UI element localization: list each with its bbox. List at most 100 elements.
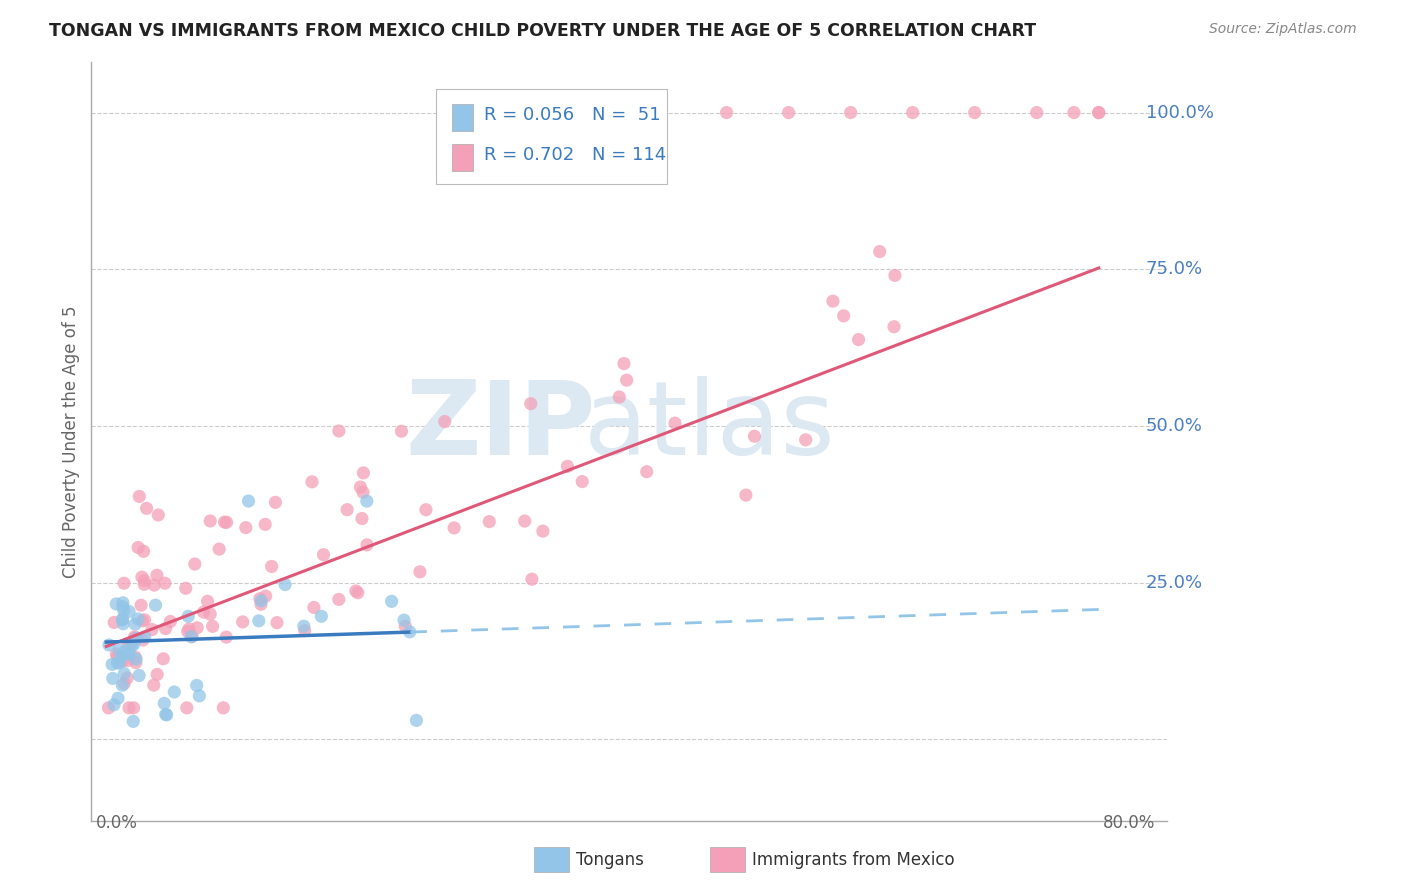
Point [118,646,141,660]
Point [121,636,143,650]
Point [131,570,153,584]
Point [127,612,149,626]
Point [176,624,198,639]
Point [105,597,128,611]
Point [127,541,149,555]
Point [254,589,277,603]
Point [201,619,224,633]
Point [198,514,221,528]
Point [839,105,862,120]
Text: 50.0%: 50.0% [1146,417,1202,435]
Point [266,615,288,630]
Point [101,672,124,686]
Text: Tongans: Tongans [576,851,644,869]
Point [155,622,177,636]
Point [301,475,323,489]
Point [254,517,277,532]
Point [125,656,148,670]
Point [118,605,141,619]
Point [107,691,129,706]
Point [664,416,686,430]
Point [186,621,208,635]
Point [146,667,169,681]
FancyBboxPatch shape [436,89,666,184]
Text: N =  51: N = 51 [592,106,661,124]
Point [111,599,134,614]
Point [108,643,131,657]
Point [212,701,235,715]
Point [112,576,135,591]
Point [128,668,150,682]
Point [103,698,125,712]
Point [159,615,181,629]
Point [111,678,134,692]
Text: 75.0%: 75.0% [1146,260,1204,278]
Point [394,619,416,633]
Text: TONGAN VS IMMIGRANTS FROM MEXICO CHILD POVERTY UNDER THE AGE OF 5 CORRELATION CH: TONGAN VS IMMIGRANTS FROM MEXICO CHILD P… [49,22,1036,40]
Point [117,654,139,668]
Point [531,524,554,538]
Point [197,594,219,608]
Point [821,294,844,309]
Point [107,656,129,670]
Point [101,657,124,672]
Point [349,480,371,494]
Point [134,574,156,588]
Text: Immigrants from Mexico: Immigrants from Mexico [752,851,955,869]
Point [520,572,543,586]
Point [111,654,134,668]
Point [135,501,157,516]
Point [350,511,373,525]
Point [312,548,335,562]
Point [134,630,156,644]
Point [146,568,169,582]
Point [557,459,579,474]
Point [433,415,456,429]
Point [132,632,155,647]
Point [478,515,501,529]
Point [832,309,855,323]
Point [184,557,207,571]
Point [716,105,738,120]
Point [344,584,367,599]
Point [571,475,593,489]
Point [247,614,270,628]
Point [153,696,176,710]
Point [143,578,166,592]
Text: 100.0%: 100.0% [1146,103,1213,121]
Point [336,502,359,516]
Text: R = 0.056: R = 0.056 [484,106,574,124]
Point [188,689,211,703]
Point [311,609,333,624]
Point [328,592,350,607]
Point [883,319,905,334]
Text: 80.0%: 80.0% [1102,814,1154,832]
Point [901,105,924,120]
Point [105,647,128,661]
Point [152,652,174,666]
Point [415,502,437,516]
Point [260,559,283,574]
Point [163,685,186,699]
Point [352,466,374,480]
Point [156,707,179,722]
Point [249,591,271,606]
Point [398,624,420,639]
Point [264,495,287,509]
Text: 25.0%: 25.0% [1146,574,1204,591]
Bar [710,847,745,872]
Point [108,656,131,670]
Text: Source: ZipAtlas.com: Source: ZipAtlas.com [1209,22,1357,37]
Point [174,581,197,595]
Point [274,577,297,591]
Point [128,490,150,504]
Point [405,714,427,728]
Point [869,244,891,259]
Point [381,594,404,608]
Point [122,637,145,651]
Point [238,494,260,508]
Point [117,671,139,685]
Point [794,433,817,447]
Point [125,652,148,666]
Text: N = 114: N = 114 [592,146,666,164]
